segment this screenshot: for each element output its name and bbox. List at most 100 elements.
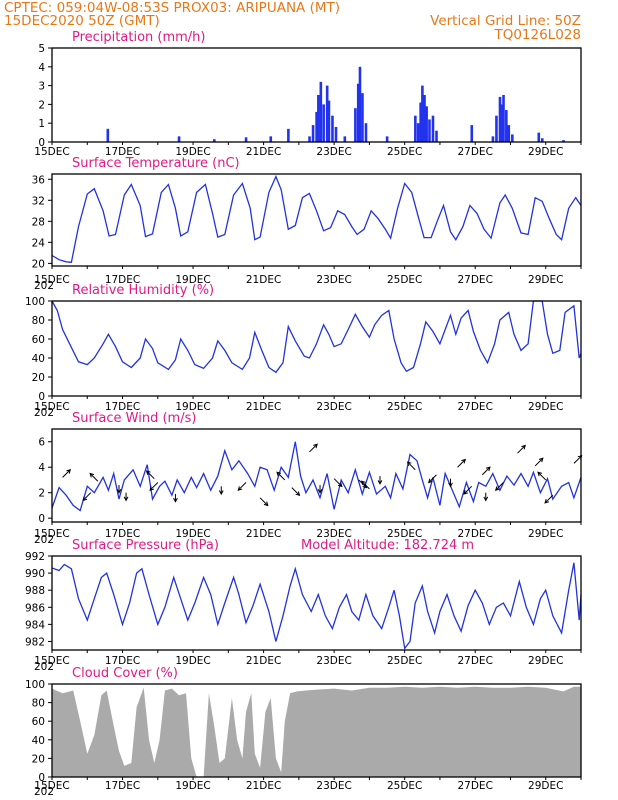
precipitation-title: Precipitation (mm/h) bbox=[72, 30, 205, 45]
wind-panel: Surface Wind (m/s) 0 2 4 6 15DEC 17DEC 19DEC 21D… bbox=[34, 411, 583, 546]
year-fragment: 202 bbox=[34, 786, 54, 798]
wind-vector-head bbox=[521, 444, 526, 450]
y-tick-label: 100 bbox=[25, 296, 45, 308]
wind-vector-head bbox=[263, 501, 269, 507]
wind-vector-shaft bbox=[495, 482, 504, 491]
precip-bar bbox=[325, 85, 329, 142]
pressure-frame bbox=[51, 555, 582, 651]
x-tick-label: 21DEC bbox=[246, 274, 281, 286]
wind-vector-head bbox=[317, 489, 323, 494]
x-tick-label: 27DEC bbox=[457, 528, 492, 540]
x-tick-label: 29DEC bbox=[528, 528, 563, 540]
x-tick-label: 29DEC bbox=[528, 146, 563, 158]
x-tick-label: 29DEC bbox=[528, 274, 563, 286]
header-model: TQ0126L028 bbox=[493, 27, 581, 43]
wind-vector bbox=[145, 470, 155, 480]
x-tick-label: 17DEC bbox=[105, 401, 140, 413]
x-tick-label: 29DEC bbox=[528, 780, 563, 792]
x-tick-label: 29DEC bbox=[528, 655, 563, 667]
x-tick-label: 19DEC bbox=[175, 401, 210, 413]
x-tick-label: 17DEC bbox=[105, 780, 140, 792]
wind-vector bbox=[537, 471, 547, 481]
precip-bar bbox=[356, 83, 360, 142]
precip-bar bbox=[562, 140, 565, 142]
precip-bar bbox=[327, 100, 331, 142]
precip-bar bbox=[502, 95, 505, 142]
wind-vector-head bbox=[66, 468, 72, 474]
precip-bar bbox=[269, 136, 273, 142]
x-tick-label: 25DEC bbox=[387, 528, 422, 540]
wind-vector bbox=[448, 478, 453, 488]
year-fragment: 202 bbox=[34, 280, 54, 292]
header-run-date: 15DEC2020 50Z (GMT) bbox=[4, 13, 160, 29]
x-tick-label: 19DEC bbox=[175, 780, 210, 792]
wind-vector-shaft bbox=[276, 471, 286, 481]
wind-vector bbox=[333, 478, 343, 488]
precip-bar bbox=[322, 104, 325, 142]
precip-bar bbox=[507, 125, 511, 142]
wind-vector bbox=[149, 482, 159, 491]
precip-bar bbox=[319, 81, 323, 142]
wind-vector-head bbox=[448, 482, 453, 488]
year-fragment: 202 bbox=[34, 661, 54, 673]
wind-vector-head bbox=[116, 489, 122, 494]
x-tick-label: 15DEC bbox=[34, 146, 69, 158]
x-tick-label: 17DEC bbox=[105, 146, 140, 158]
x-tick-label: 19DEC bbox=[175, 274, 210, 286]
wind-vector-head bbox=[544, 498, 550, 504]
wind-vector-head bbox=[360, 480, 366, 486]
wind-vector bbox=[360, 480, 370, 490]
precip-bar bbox=[505, 110, 508, 142]
x-tick-label: 27DEC bbox=[457, 274, 492, 286]
y-tick-label: 60 bbox=[32, 716, 45, 728]
y-tick-label: 40 bbox=[32, 735, 45, 747]
wind-vector bbox=[494, 482, 504, 491]
wind-vector bbox=[463, 485, 473, 495]
y-tick-label: 0 bbox=[38, 137, 45, 149]
precip-bar bbox=[287, 128, 290, 142]
wind-vector bbox=[62, 468, 72, 478]
precip-bar bbox=[431, 115, 435, 142]
year-fragment: 202 bbox=[34, 534, 54, 546]
pressure-model-altitude: Model Altitude: 182.724 m bbox=[301, 538, 474, 553]
wind-vector-head bbox=[427, 478, 433, 484]
wind-vector bbox=[406, 461, 416, 471]
x-tick-label: 25DEC bbox=[387, 780, 422, 792]
wind-vector-head bbox=[313, 443, 318, 449]
wind-vector-head bbox=[276, 471, 282, 477]
wind-vector-shaft bbox=[457, 459, 466, 468]
precip-bar bbox=[428, 119, 431, 142]
y-tick-label: 28 bbox=[32, 216, 45, 228]
y-tick-label: 4 bbox=[38, 62, 45, 74]
y-tick-label: 0 bbox=[38, 772, 45, 784]
wind-vector bbox=[457, 458, 467, 468]
wind-vector-shaft bbox=[517, 445, 526, 454]
x-tick-label: 21DEC bbox=[246, 528, 281, 540]
precip-bar bbox=[491, 136, 495, 142]
precip-bar bbox=[495, 115, 498, 142]
year-fragment: 202 bbox=[34, 407, 54, 419]
wind-vector bbox=[89, 472, 99, 482]
x-tick-label: 21DEC bbox=[246, 401, 281, 413]
wind-vector-shaft bbox=[309, 443, 318, 453]
precip-bar bbox=[213, 139, 216, 142]
y-tick-label: 988 bbox=[25, 585, 45, 597]
x-tick-label: 21DEC bbox=[246, 780, 281, 792]
wind-vector bbox=[218, 486, 224, 496]
wind-vector-head bbox=[295, 491, 301, 497]
precip-bar bbox=[500, 104, 504, 142]
x-tick-label: 23DEC bbox=[316, 528, 351, 540]
wind-vector-head bbox=[461, 458, 467, 464]
precip-bar bbox=[106, 128, 110, 142]
y-tick-label: 0 bbox=[38, 513, 45, 525]
precip-bar bbox=[244, 137, 248, 142]
wind-vector bbox=[173, 493, 178, 503]
header-station: CPTEC: 059:04W-08:53S PROX03: ARIPUANA (… bbox=[4, 0, 340, 16]
precip-bar bbox=[308, 136, 311, 142]
x-tick-label: 25DEC bbox=[387, 655, 422, 667]
wind-vector bbox=[259, 497, 269, 507]
x-tick-label: 19DEC bbox=[175, 528, 210, 540]
precip-bar bbox=[414, 115, 417, 142]
x-tick-label: 23DEC bbox=[316, 655, 351, 667]
